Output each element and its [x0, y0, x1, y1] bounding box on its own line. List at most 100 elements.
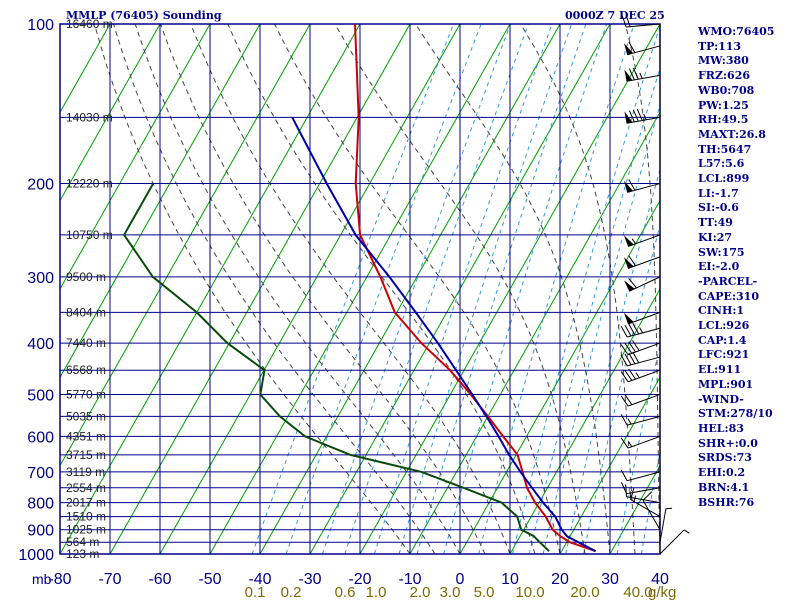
sounding-param: SHR+:0.0: [698, 436, 758, 450]
wind-barb-flag: [620, 469, 628, 481]
wind-barb-staff: [627, 415, 661, 426]
wind-barb-half-flag: [631, 238, 636, 245]
mixing-ratio-label: 5.0: [474, 584, 495, 600]
temperature-tick-label: -50: [198, 571, 221, 588]
y-axis-unit-label: mb: [32, 571, 52, 587]
wind-barb-flag: [631, 340, 640, 351]
wind-barb-flag: [624, 394, 633, 405]
wind-barb-flag: [625, 14, 631, 27]
wind-barb: [624, 108, 661, 124]
sounding-param: PW:1.25: [698, 98, 749, 112]
wind-barb-staff: [627, 234, 661, 248]
height-label: 14030 m: [66, 110, 113, 124]
pressure-tick-label: 800: [27, 496, 54, 513]
wind-barb-flag: [624, 353, 632, 366]
wind-barb-flag: [628, 277, 637, 289]
wind-barb-flag: [620, 414, 628, 426]
wind-barb-flag: [636, 108, 643, 121]
height-label: 5770 m: [66, 387, 106, 401]
sounding-param: LCL:926: [698, 319, 750, 333]
height-label: 2017 m: [66, 496, 106, 510]
sounding-param: -WIND-: [698, 392, 744, 406]
height-label: 16460 m: [66, 17, 113, 31]
wind-barb-staff: [627, 356, 661, 367]
sounding-param: TH:5647: [698, 142, 752, 156]
wind-barb-flag: [628, 110, 635, 123]
wind-barb-flag: [620, 354, 628, 367]
moist-adiabat-line: [160, 24, 486, 554]
wind-barb-staff: [627, 393, 661, 407]
height-label: 123 m: [66, 547, 99, 561]
wind-barb-pennant: [623, 257, 634, 269]
wind-barb-staff: [627, 471, 661, 482]
wind-barb-pennant: [624, 43, 633, 55]
wind-barb: [621, 14, 661, 28]
wind-barb: [620, 393, 661, 407]
sounding-param: BRN:4.1: [698, 480, 750, 494]
pressure-tick-label: 100: [27, 17, 54, 34]
temperature-tick-label: -10: [398, 571, 421, 588]
wind-barb-pennant: [623, 312, 634, 324]
wind-barb-flag: [620, 395, 629, 407]
wind-barb-flag: [628, 68, 635, 81]
sounding-parameters-list: WMO:76405 TP:113 MW:380 FRZ:626 WB0:708 PW:1.…: [698, 25, 774, 510]
sounding-param: TT:49: [698, 216, 733, 230]
height-label: 4351 m: [66, 429, 106, 443]
isotherm-line: [0, 24, 10, 554]
pressure-tick-label: 600: [27, 429, 54, 446]
wind-barb-flag: [632, 322, 640, 335]
temperature-tick-label: -40: [248, 571, 271, 588]
wind-barb-flag: [628, 352, 636, 365]
sounding-param: SRDS:73: [698, 451, 752, 465]
height-label: 2554 m: [66, 481, 106, 495]
moist-adiabat-line: [227, 24, 536, 554]
mixing-ratio-line: [478, 24, 635, 554]
mixing-ratio-line: [398, 24, 573, 554]
wind-barb-flag: [630, 487, 635, 500]
sounding-param: MPL:901: [698, 377, 754, 391]
mixing-ratio-label: 3.0: [440, 584, 461, 600]
wind-barb-flag: [628, 368, 636, 380]
wind-barb: [623, 234, 661, 248]
wind-barb-staff: [642, 500, 661, 530]
wind-barb: [642, 491, 661, 530]
sounding-param: STM:278/10: [698, 407, 773, 421]
temperature-tick-label: 30: [601, 571, 619, 588]
wind-barb-staff: [627, 435, 661, 449]
sounding-param: WB0:708: [698, 83, 755, 97]
temperature-tick-label: 20: [551, 571, 569, 588]
sounding-param: -PARCEL-: [698, 274, 758, 288]
height-label: 12220 m: [66, 177, 113, 191]
wind-barb: [620, 435, 661, 449]
sounding-param: L57:5.6: [698, 157, 745, 171]
wind-barb-staff: [659, 529, 685, 555]
pressure-tick-label: 500: [27, 387, 54, 404]
wind-barb-staff: [626, 116, 661, 124]
wind-barb-staff: [626, 23, 661, 28]
temperature-tick-label: -30: [298, 571, 321, 588]
wind-barb-flag: [620, 437, 629, 449]
wind-barb-staff: [628, 276, 661, 292]
sounding-param: LCL:899: [698, 172, 750, 186]
wind-barb: [620, 469, 661, 482]
sounding-param: MAXT:26.8: [698, 127, 766, 141]
height-label: 9500 m: [66, 270, 106, 284]
moist-adiabat-line: [113, 24, 436, 554]
sounding-param: KI:27: [698, 230, 733, 244]
wind-barb-staff: [627, 256, 661, 269]
wind-barb-flag: [624, 342, 633, 354]
wind-barb-half-flag: [627, 441, 633, 447]
mixing-ratio-label: 0.2: [281, 584, 302, 600]
temperature-tick-label: -70: [98, 571, 121, 588]
sounding-param: CAPE:310: [698, 289, 759, 303]
sounding-param: FRZ:626: [698, 69, 751, 83]
pressure-tick-label: 700: [27, 465, 54, 482]
wind-barb-staff: [659, 508, 667, 543]
mixing-ratio-label: 10.0: [515, 584, 544, 600]
mixing-ratio-line: [344, 24, 529, 554]
temperature-tick-label: 0: [456, 571, 465, 588]
moist-adiabat-line: [520, 24, 636, 554]
wind-barb-half-flag: [639, 327, 644, 334]
sounding-param: EI:-2.0: [698, 260, 740, 274]
